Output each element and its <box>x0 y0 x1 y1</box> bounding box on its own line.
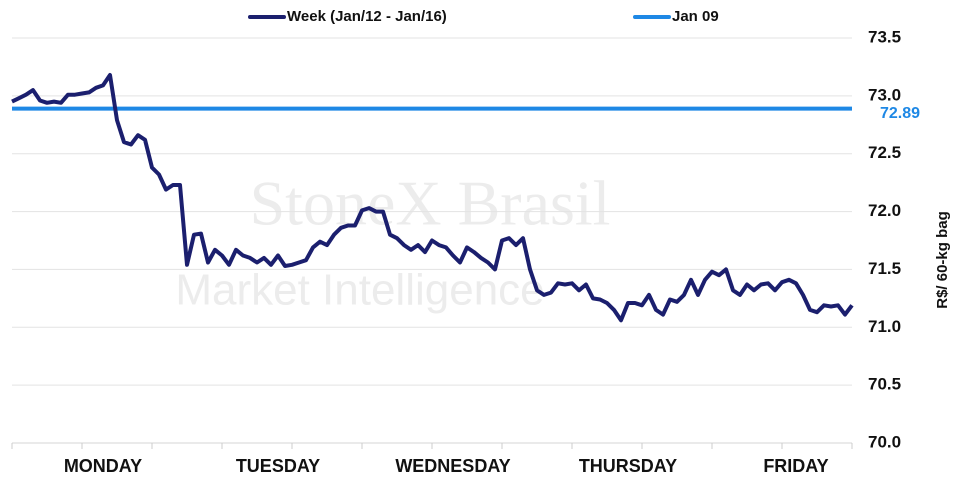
y-tick-label: 71.5 <box>868 259 901 278</box>
y-tick-label: 73.5 <box>868 27 901 46</box>
y-tick-label: 70.5 <box>868 375 901 394</box>
y-tick-label: 70.0 <box>868 432 901 451</box>
watermark: StoneX Brasil <box>250 168 611 239</box>
x-tick-label: FRIDAY <box>763 456 828 476</box>
value-label: 72.89 <box>880 105 920 122</box>
y-tick-label: 73.0 <box>868 85 901 104</box>
legend-label: Week (Jan/12 - Jan/16) <box>287 8 447 25</box>
y-tick-label: 72.5 <box>868 143 901 162</box>
watermark: Market Intelligence <box>175 266 544 315</box>
y-tick-label: 72.0 <box>868 201 901 220</box>
series-line <box>11 73 854 323</box>
y-axis-label: R$/ 60-kg bag <box>934 211 951 309</box>
legend-label: Jan 09 <box>672 8 719 25</box>
x-tick-label: MONDAY <box>64 456 142 476</box>
x-tick-label: TUESDAY <box>236 456 320 476</box>
y-tick-label: 71.0 <box>868 317 901 336</box>
x-tick-label: WEDNESDAY <box>395 456 510 476</box>
x-tick-label: THURSDAY <box>579 456 677 476</box>
